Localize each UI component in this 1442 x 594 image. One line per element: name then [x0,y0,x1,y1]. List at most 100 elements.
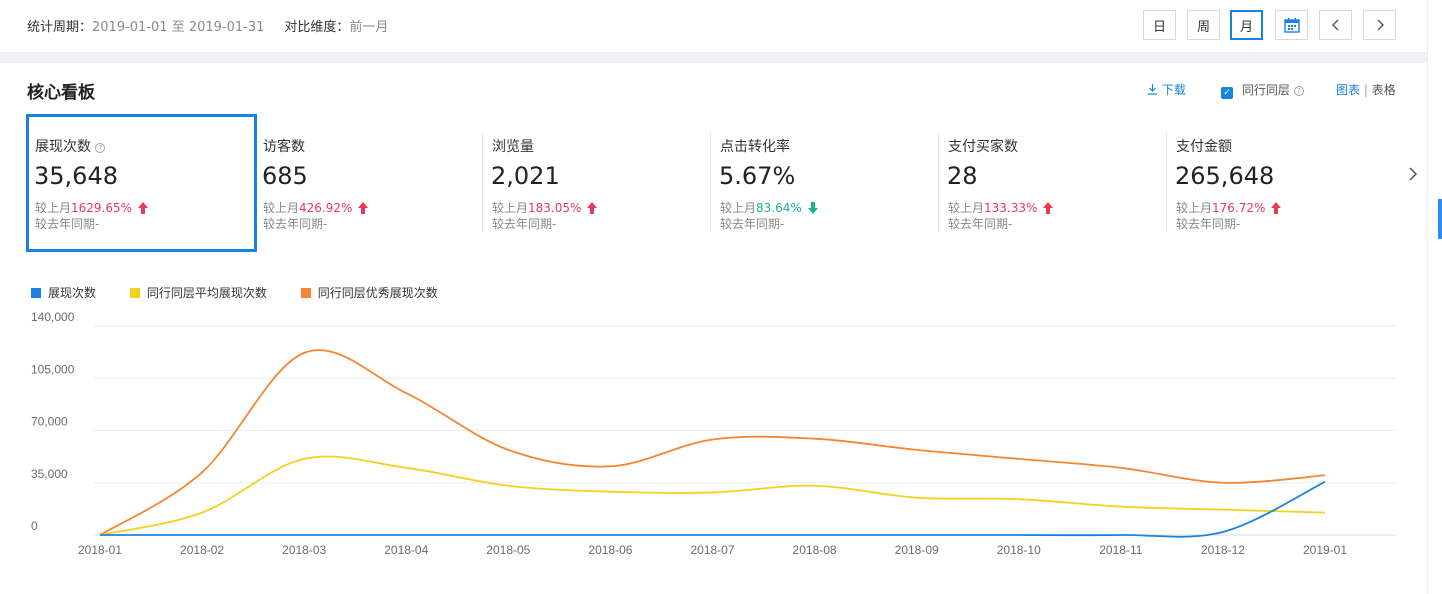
metric-compare-prefix: 较上月 [263,201,300,215]
view-chart-link[interactable]: 图表 [1336,83,1361,97]
metric-yoy: 较去年同期- [720,217,785,231]
chevron-right-icon [1377,19,1384,31]
metric-label: 浏览量 [492,139,534,155]
metric-value: 35,648 [34,162,118,190]
prev-period-button[interactable] [1319,10,1352,40]
metric-yoy: 较去年同期- [1176,217,1241,231]
metric-yoy: 较去年同期- [948,217,1013,231]
section-separator [0,52,1427,63]
metric-compare-prefix: 较上月 [35,201,72,215]
x-tick-label: 2018-07 [690,543,734,557]
peer-label: 同行同层 [1241,83,1290,97]
metric-value: 265,648 [1175,162,1275,190]
legend-label: 同行同层平均展现次数 [146,286,267,300]
compare-label: 对比维度： [284,20,350,35]
calendar-button[interactable] [1275,10,1308,40]
x-tick-label: 2018-04 [384,543,428,557]
metric-divider [710,132,711,232]
metric-divider [1166,132,1167,232]
legend-swatch [31,288,41,298]
period-label: 统计周期： [27,20,93,35]
metric-card-visitors[interactable]: 访客数 685 较上月426.92% 较去年同期- [256,114,482,252]
day-button[interactable]: 日 [1143,10,1176,40]
series-line [100,480,1326,538]
metric-card-pageviews[interactable]: 浏览量 2,021 较上月183.05% 较去年同期- [482,114,711,252]
peer-toggle[interactable]: ✓ 同行同层 ? [1221,81,1304,99]
metric-compare-value: 176.72% [1212,201,1266,215]
x-tick-label: 2018-12 [1201,543,1245,557]
metric-yoy: 较去年同期- [492,217,557,231]
download-button[interactable]: 下载 [1147,81,1186,98]
month-button[interactable]: 月 [1230,10,1263,40]
x-tick-label: 2018-06 [588,543,632,557]
metric-compare-value: 183.05% [528,201,582,215]
series-line [99,349,1326,536]
arrow-up-icon [358,202,369,214]
metric-card-conversion[interactable]: 点击转化率 5.67% 较上月83.64% 较去年同期- [710,114,939,252]
metric-value: 2,021 [491,162,560,190]
metric-divider [938,132,939,232]
series-line [99,455,1326,536]
x-tick-label: 2018-01 [78,543,122,557]
chevron-right-icon[interactable] [1403,162,1423,186]
metric-compare-value: 1629.65% [71,201,133,215]
metric-divider [482,132,483,232]
panel-title: 核心看板 [27,83,95,103]
legend-item[interactable]: 展现次数 [31,284,96,301]
metric-card-buyers[interactable]: 支付买家数 28 较上月133.33% 较去年同期- [938,114,1167,252]
legend-item[interactable]: 同行同层平均展现次数 [129,284,267,301]
metric-label: 展现次数 [35,139,91,155]
help-icon[interactable]: ? [1293,86,1304,96]
compare-value: 前一月 [349,20,389,35]
arrow-up-icon [1043,202,1054,214]
x-tick-label: 2018-08 [793,543,837,557]
metric-yoy: 较去年同期- [35,217,100,231]
metric-card-impressions[interactable]: 展现次数 ? 35,648 较上月1629.65% 较去年同期- [26,114,257,252]
next-period-button[interactable] [1363,10,1396,40]
legend-swatch [300,288,311,298]
metric-value: 5.67% [719,162,796,190]
metric-compare-prefix: 较上月 [1176,201,1213,215]
view-table-link[interactable]: 表格 [1371,83,1396,97]
x-tick-label: 2018-11 [1099,543,1142,557]
y-tick-label: 140,000 [31,310,75,324]
week-button[interactable]: 周 [1187,10,1220,40]
metric-label: 支付金额 [1176,139,1232,155]
metric-card-payment[interactable]: 支付金额 265,648 较上月176.72% 较去年同期- [1166,114,1395,252]
chevron-left-icon [1331,19,1338,31]
x-tick-label: 2018-03 [282,543,326,557]
arrow-down-icon [807,202,818,214]
x-tick-label: 2018-10 [997,543,1041,557]
right-edge [1427,0,1442,594]
metric-compare-prefix: 较上月 [720,201,757,215]
side-tab-marker[interactable] [1438,199,1442,239]
y-tick-label: 105,000 [31,362,75,376]
metric-value: 28 [947,162,978,190]
metric-label: 点击转化率 [720,139,790,155]
trend-chart: 0 35,000 70,000 105,000 140,000 2018-01 2018-0… [31,310,1396,557]
x-tick-label: 2018-05 [486,543,530,557]
metric-compare-value: 83.64% [756,201,802,215]
legend-label: 展现次数 [48,286,97,300]
checkbox-checked-icon[interactable]: ✓ [1221,87,1233,99]
legend-label: 同行同层优秀展现次数 [317,286,438,300]
y-tick-label: 35,000 [31,467,68,481]
view-switch: 图表 | 表格 [1336,81,1396,98]
metric-compare-prefix: 较上月 [492,201,529,215]
arrow-up-icon [138,202,149,214]
x-tick-label: 2019-01 [1303,543,1347,557]
download-label: 下载 [1161,83,1186,97]
legend-item[interactable]: 同行同层优秀展现次数 [300,284,438,301]
metric-yoy: 较去年同期- [263,217,328,231]
legend-swatch [129,288,140,298]
metric-value: 685 [262,162,308,190]
help-icon[interactable]: ? [95,143,106,153]
metric-compare-prefix: 较上月 [948,201,985,215]
x-tick-label: 2018-02 [180,543,224,557]
period-value: 2019-01-01 至 2019-01-31 [92,20,265,35]
arrow-up-icon [1271,202,1282,214]
metric-label: 访客数 [263,139,305,155]
download-icon [1148,84,1157,95]
arrow-up-icon [587,202,598,214]
view-divider: | [1363,83,1368,97]
